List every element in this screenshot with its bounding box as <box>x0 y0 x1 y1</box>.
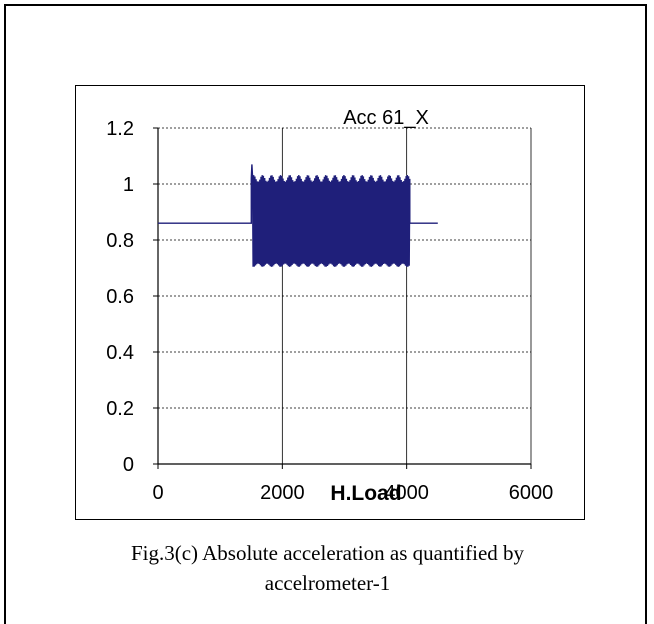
figure-caption: Fig.3(c) Absolute acceleration as quanti… <box>40 538 615 598</box>
caption-line-1: Fig.3(c) Absolute acceleration as quanti… <box>130 541 525 565</box>
y-tick-label: 0.2 <box>106 398 134 420</box>
chart-title: Acc 61_X <box>343 107 429 129</box>
figure-frame <box>4 4 647 624</box>
x-axis-label: H.Load <box>330 482 401 505</box>
y-tick-label: 0.8 <box>106 230 134 252</box>
y-tick-label: 0.6 <box>106 286 134 308</box>
y-tick-label: 1 <box>123 174 134 196</box>
x-tick-label: 2000 <box>260 482 305 504</box>
x-tick-label: 6000 <box>509 482 554 504</box>
x-tick-label: 4000 <box>384 482 429 504</box>
chart-container: 0 0.2 0.4 0.6 0.8 1 1.2 0 2000 4000 6000 Acc 61_X H.… <box>75 85 585 520</box>
y-tick-label: 0.4 <box>106 342 134 364</box>
series-line <box>158 164 438 267</box>
line-chart: 0 0.2 0.4 0.6 0.8 1 1.2 0 2000 4000 6000 Acc 61_X H.… <box>106 107 554 505</box>
x-tick-label: 0 <box>152 482 163 504</box>
caption-line-2: accelrometer-1 <box>264 571 391 595</box>
y-tick-label: 1.2 <box>106 118 134 140</box>
y-tick-label: 0 <box>123 454 134 476</box>
